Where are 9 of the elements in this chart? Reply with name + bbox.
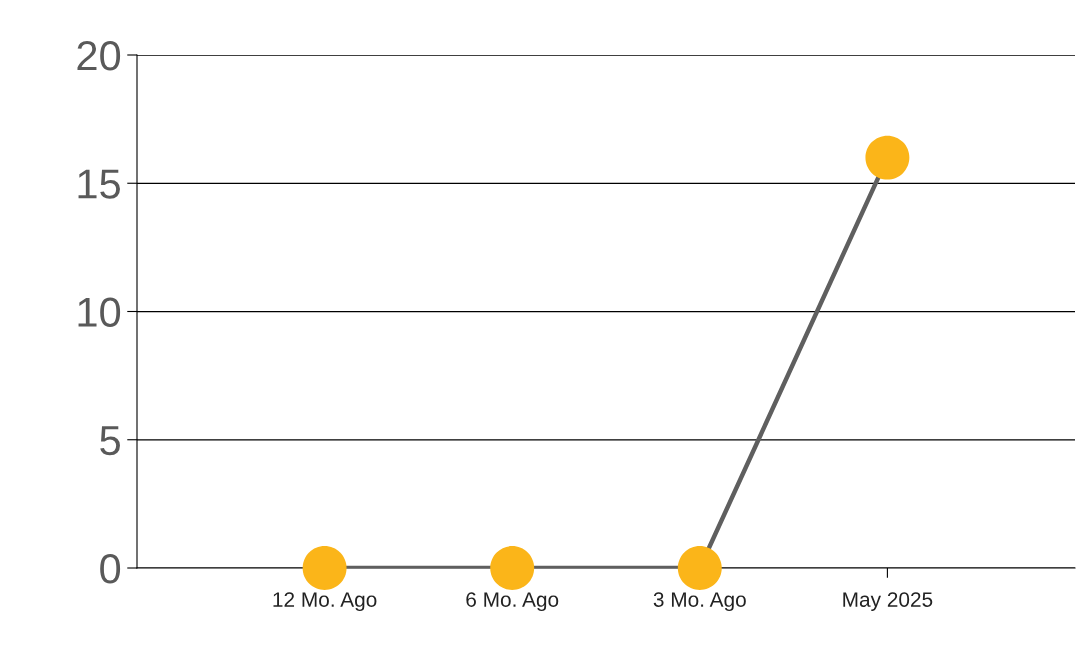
x-tick-label: 6 Mo. Ago [466,592,559,612]
y-tick-label: 20 [77,41,121,71]
x-tick-label: 12 Mo. Ago [273,592,377,612]
y-tick-label: 5 [100,426,120,456]
y-tick-label: 0 [100,554,121,584]
x-tick-label: 3 Mo. Ago [653,592,746,612]
y-tick-label: 10 [78,297,121,328]
x-tick-label: May 2025 [843,592,933,612]
y-tick-label: 15 [78,169,120,199]
